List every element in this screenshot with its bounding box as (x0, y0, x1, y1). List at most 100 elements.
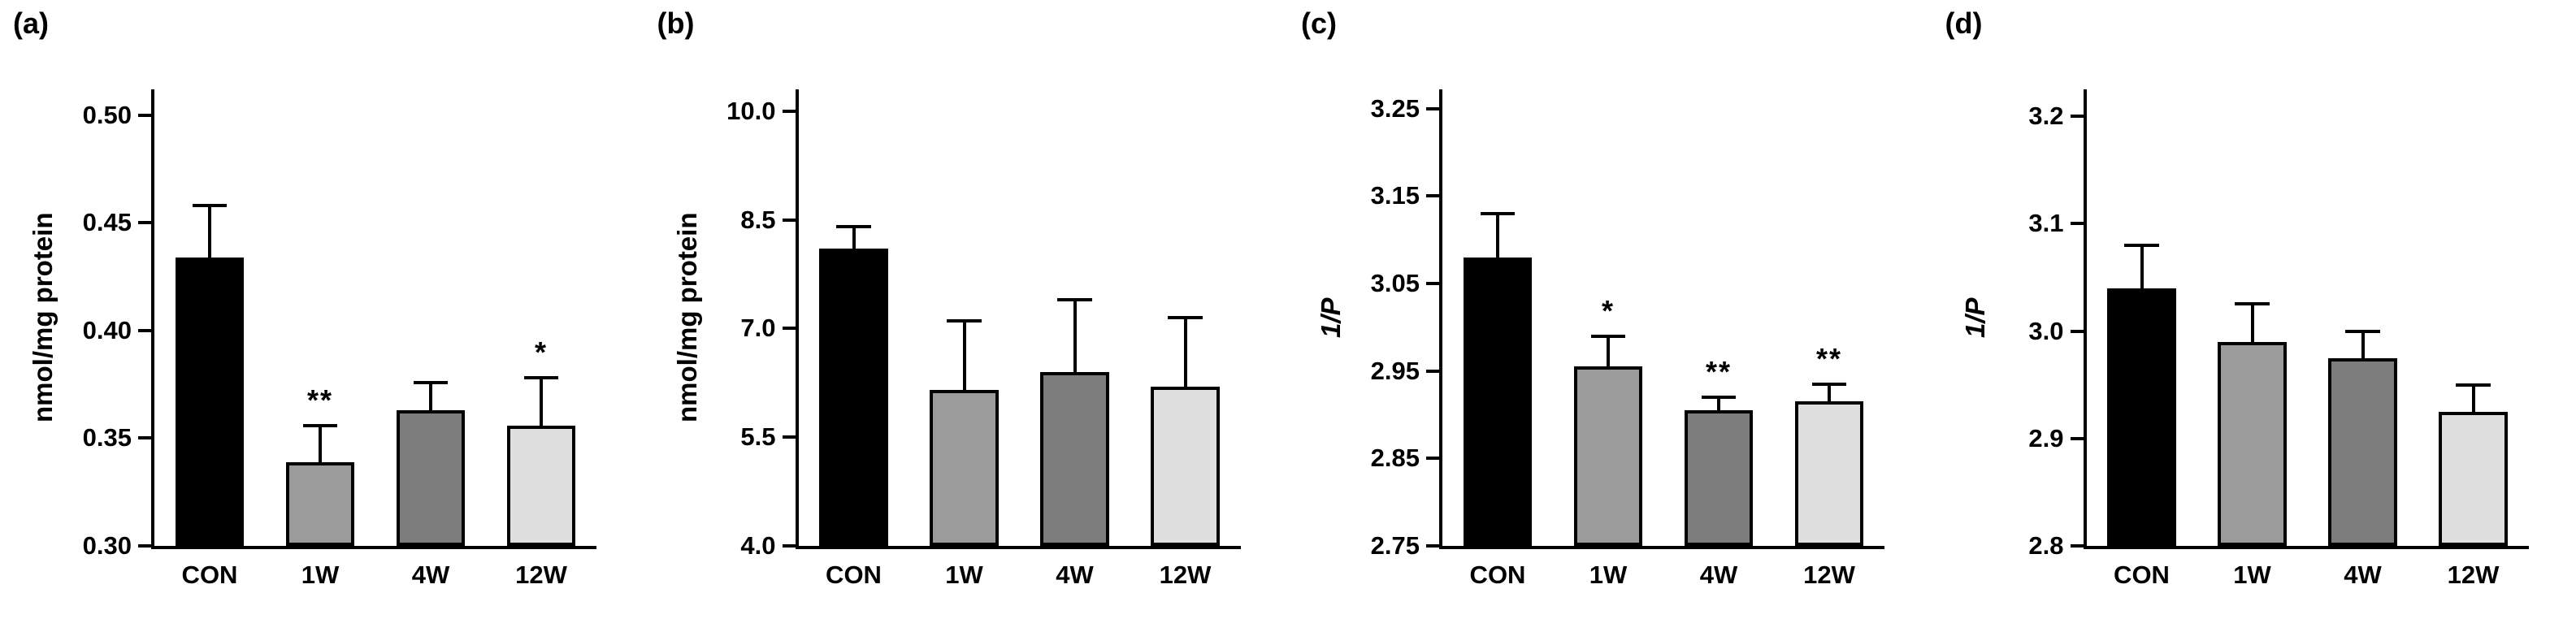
error-bar-cap (1590, 334, 1626, 338)
bar-1w (2218, 341, 2287, 546)
bar-1w (285, 461, 355, 546)
x-category-label: 4W (2344, 561, 2382, 589)
bar-series: CON ** 1W 4W * 12W (154, 89, 596, 589)
y-axis-tick-label: 3.0 (2028, 316, 2064, 345)
bar-con (175, 257, 245, 546)
y-axis-tick (1426, 369, 1439, 373)
x-category-label: 4W (411, 561, 450, 589)
y-axis-tick-label: 0.35 (82, 423, 132, 452)
error-bar-line (1496, 213, 1499, 258)
y-axis-tick (1426, 457, 1439, 461)
y-axis-tick-label: 3.05 (1370, 269, 1420, 297)
bar-12w (506, 425, 576, 546)
bar-12w (1794, 401, 1864, 546)
error-bar-cap (2235, 302, 2270, 306)
error-bar-line (319, 425, 322, 462)
error-bar-cap (2124, 243, 2159, 247)
panel-b: (b) nmol/mg protein 4.0 5.5 7.0 8.5 10.0 CON… (644, 0, 1289, 619)
significance-marker: * (534, 335, 549, 370)
y-axis-tick-label: 3.2 (2028, 102, 2064, 131)
y-axis-tick-label: 7.0 (740, 314, 776, 343)
y-axis-tick (138, 436, 151, 440)
error-bar-cap (302, 423, 338, 427)
bar-1w (930, 390, 999, 546)
y-axis-tick-label: 0.30 (82, 531, 132, 560)
x-category-label: 4W (1699, 561, 1738, 589)
bar-con (1463, 257, 1533, 546)
bar-4w (1040, 371, 1109, 546)
y-axis-ticks: 4.0 5.5 7.0 8.5 10.0 (726, 89, 1241, 560)
y-axis-title: nmol/mg protein (28, 212, 58, 423)
error-bar-line (208, 206, 211, 258)
error-bar-cap (1168, 316, 1203, 319)
bar-series: CON 1W 4W 12W (799, 89, 1241, 589)
error-bar-cap (1701, 395, 1737, 399)
error-bar-line (540, 378, 543, 426)
error-bar-cap (1057, 297, 1092, 301)
panel-label-d: (d) (1945, 6, 1983, 40)
bar-12w (1151, 386, 1220, 546)
bar-4w (1684, 410, 1754, 546)
y-axis-tick-label: 3.1 (2028, 209, 2064, 238)
significance-marker: ** (1815, 341, 1843, 375)
bar-con (819, 249, 888, 546)
y-axis-tick (2070, 222, 2084, 226)
significance-marker: * (1601, 293, 1615, 327)
error-bar-line (1717, 396, 1720, 411)
y-axis-tick (782, 218, 796, 222)
plot-area: 4.0 5.5 7.0 8.5 10.0 CON 1W 4W 12W (726, 89, 1241, 589)
bar-4w (2328, 357, 2397, 546)
error-bar-cap (2345, 329, 2380, 333)
y-axis-tick (1426, 106, 1439, 110)
y-axis-tick-label: 0.50 (82, 100, 132, 129)
y-axis-tick-label: 4.0 (740, 531, 776, 560)
x-category-label: 12W (2447, 561, 2500, 589)
y-axis-tick (782, 327, 796, 331)
x-category-label: 12W (1159, 561, 1212, 589)
y-axis-tick-label: 0.40 (82, 315, 132, 344)
y-axis-tick-label: 10.0 (726, 96, 776, 125)
plot-area: 2.8 2.9 3.0 3.1 3.2 CON 1W 4W 12W (2028, 89, 2529, 589)
y-axis-tick (782, 544, 796, 548)
y-axis-tick (138, 544, 151, 548)
y-axis-tick (782, 109, 796, 113)
x-category-label: 1W (2233, 561, 2271, 589)
y-axis-tick-label: 2.9 (2028, 423, 2064, 452)
y-axis-tick (1426, 544, 1439, 548)
y-axis-title: 1/P (1959, 297, 1990, 338)
x-category-label: 1W (1589, 561, 1628, 589)
significance-marker: ** (1705, 354, 1733, 388)
error-bar-line (1073, 299, 1077, 372)
y-axis-tick-label: 3.25 (1370, 93, 1420, 123)
error-bar-cap (1480, 211, 1516, 215)
x-category-label: CON (1469, 561, 1526, 589)
y-axis-tick (782, 435, 796, 439)
error-bar-line (962, 321, 966, 391)
bar-1w (1573, 366, 1643, 546)
y-axis-ticks: 0.30 0.35 0.40 0.45 0.50 (83, 89, 596, 560)
y-axis-tick (1426, 282, 1439, 285)
error-bar-line (1607, 335, 1610, 367)
error-bar-line (1828, 383, 1831, 402)
error-bar-cap (947, 319, 982, 323)
error-bar-cap (523, 376, 559, 380)
y-axis-tick-label: 2.75 (1370, 531, 1420, 560)
panel-d: (d) 1/P 2.8 2.9 3.0 3.1 3.2 CON 1W 4W 12W (1932, 0, 2576, 619)
y-axis-tick (138, 221, 151, 225)
y-axis-tick-label: 8.5 (740, 205, 776, 234)
x-category-label: 12W (515, 561, 567, 589)
error-bar-cap (2456, 383, 2491, 387)
y-axis-tick (2070, 329, 2084, 333)
y-axis-tick (2070, 544, 2084, 548)
error-bar-cap (836, 225, 871, 229)
x-category-label: 1W (301, 561, 340, 589)
error-bar-line (429, 382, 432, 410)
x-category-label: 12W (1803, 561, 1855, 589)
y-axis-ticks: 2.8 2.9 3.0 3.1 3.2 (2028, 89, 2529, 560)
y-axis-tick (138, 328, 151, 332)
error-bar-cap (413, 380, 449, 384)
y-axis-tick-label: 0.45 (82, 208, 132, 237)
error-bar-line (852, 227, 856, 249)
x-category-label: CON (2114, 561, 2170, 589)
